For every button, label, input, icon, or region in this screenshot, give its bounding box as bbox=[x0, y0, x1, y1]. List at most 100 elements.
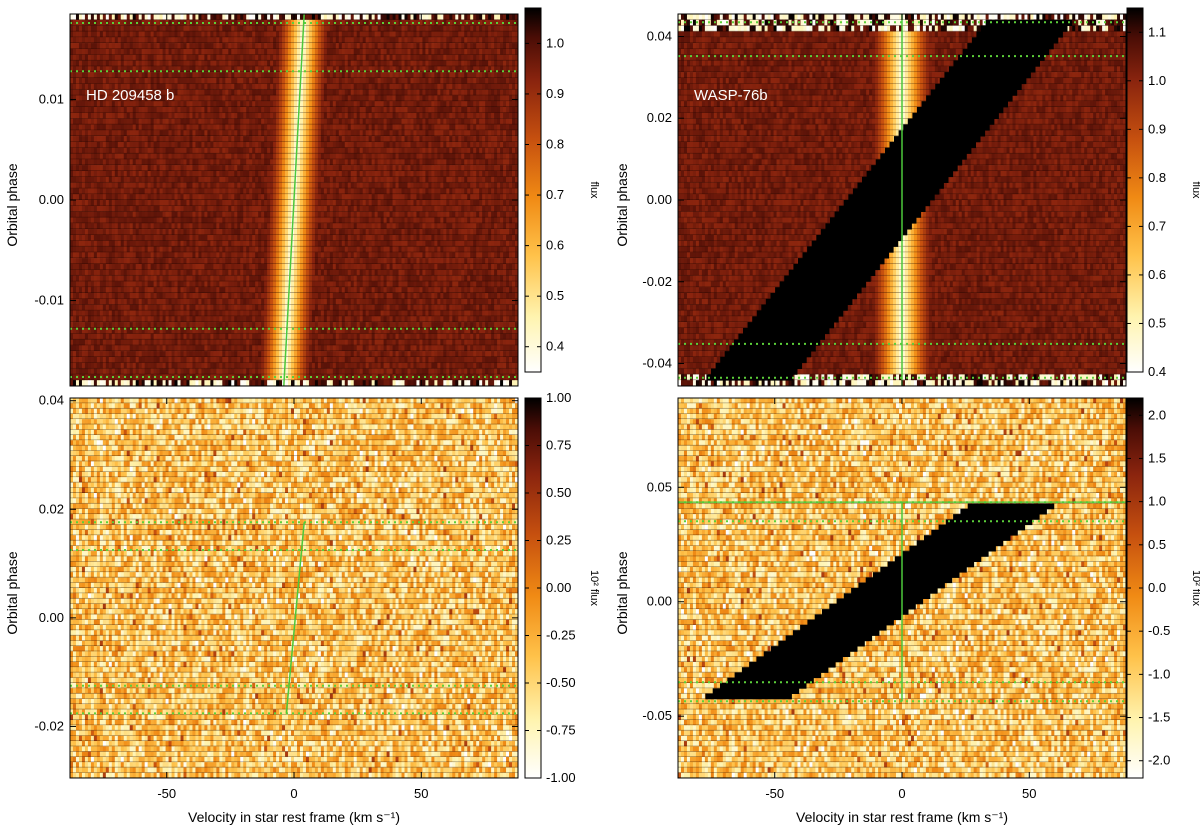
heatmap bbox=[678, 14, 1126, 386]
planet-shadow bbox=[792, 630, 880, 636]
planet-shadow bbox=[743, 327, 830, 335]
panel-hd209458b-residuals: -0.02 0.00 0.02 0.04 -50 0 50 Orbital phase Velo… bbox=[4, 390, 600, 825]
panel-wasp76b-top: -0.04 -0.02 0.00 0.02 0.04 Orbital phase WASP-… bbox=[614, 7, 1200, 387]
planet-shadow bbox=[734, 672, 822, 679]
planet-shadow bbox=[829, 603, 916, 610]
colorbar-tick-label: 0.5 bbox=[1148, 315, 1166, 330]
y-tick-label: 0.00 bbox=[39, 610, 64, 625]
y-tick-label: -0.04 bbox=[642, 356, 672, 371]
planet-shadow bbox=[873, 572, 960, 578]
planet-shadow bbox=[985, 19, 1073, 26]
planet-shadow bbox=[921, 101, 1008, 108]
planet-shadow bbox=[811, 240, 899, 247]
planet-shadow bbox=[939, 77, 1027, 85]
planet-shadow bbox=[967, 43, 1054, 50]
colorbar-tick-label: 1.00 bbox=[546, 390, 571, 405]
colorbar-tick-label: 0.00 bbox=[546, 580, 571, 595]
planet-shadow bbox=[749, 661, 836, 668]
planet-shadow bbox=[865, 577, 953, 584]
planet-shadow bbox=[770, 293, 857, 300]
y-tick-label: 0.00 bbox=[647, 192, 672, 207]
planet-shadow bbox=[851, 588, 938, 594]
planet-shadow bbox=[733, 339, 821, 346]
y-tick-label: -0.02 bbox=[34, 718, 64, 733]
stellar-line-track bbox=[283, 14, 305, 386]
planet-shadow bbox=[807, 246, 894, 253]
colorbar bbox=[1126, 7, 1144, 373]
planet-shadow bbox=[720, 683, 807, 689]
planet-shadow bbox=[793, 263, 880, 271]
y-axis-label: Orbital phase bbox=[4, 551, 20, 634]
planet-track bbox=[285, 522, 305, 714]
y-tick-label: -0.01 bbox=[34, 293, 64, 308]
planet-shadow bbox=[784, 275, 871, 282]
planet-shadow bbox=[953, 514, 1040, 520]
planet-shadow bbox=[715, 362, 803, 369]
planet-shadow bbox=[788, 269, 876, 276]
planet-shadow bbox=[884, 147, 972, 154]
y-tick-label: 0.05 bbox=[647, 479, 672, 494]
colorbar-tick-label: 0.7 bbox=[1148, 218, 1166, 233]
planet-shadow bbox=[945, 519, 1033, 526]
x-axis-label: Velocity in star rest frame (km s⁻¹) bbox=[188, 809, 400, 825]
x-tick-label: 0 bbox=[290, 786, 297, 801]
colorbar-tick-label: 0.6 bbox=[1148, 267, 1166, 282]
planet-shadow bbox=[756, 310, 844, 317]
colorbar-tick-label: 0.7 bbox=[546, 187, 564, 202]
colorbar-tick-label: 0.5 bbox=[546, 288, 564, 303]
planet-shadow bbox=[981, 25, 1068, 32]
planet-shadow bbox=[778, 640, 865, 647]
colorbar-tick-label: 0.0 bbox=[1148, 580, 1166, 595]
planet-shadow bbox=[938, 524, 1026, 531]
colorbar-tick-label: -1.0 bbox=[1148, 666, 1170, 681]
planet-shadow bbox=[880, 153, 967, 160]
panel-wasp76b-residuals: -0.05 0.00 0.05 -50 0 50 Orbital phase Velocity… bbox=[614, 397, 1200, 825]
colorbar-tick-label: -2.0 bbox=[1148, 753, 1170, 768]
planet-shadow bbox=[785, 635, 873, 642]
y-axis-label: Orbital phase bbox=[614, 551, 630, 634]
planet-shadow bbox=[779, 281, 867, 288]
planet-shadow bbox=[880, 566, 967, 573]
planet-shadow bbox=[916, 540, 1004, 547]
planet-shadow bbox=[747, 322, 835, 329]
planet-shadow bbox=[848, 194, 935, 201]
planet-shadow bbox=[862, 176, 949, 183]
y-tick-label: 0.00 bbox=[39, 192, 64, 207]
colorbar-label: 10² flux bbox=[1190, 570, 1200, 607]
y-axis-label: Orbital phase bbox=[4, 163, 20, 246]
colorbar-label: flux bbox=[588, 181, 600, 199]
planet-shadow bbox=[894, 556, 982, 562]
planet-shadow bbox=[802, 252, 889, 259]
planet-shadow bbox=[771, 646, 858, 652]
planet-shadow bbox=[909, 545, 996, 552]
planet-shadow bbox=[887, 561, 975, 568]
planet-shadow bbox=[727, 677, 814, 684]
colorbar-tick-label: -1.00 bbox=[546, 770, 576, 785]
planet-shadow bbox=[729, 345, 816, 352]
planet-shadow bbox=[712, 688, 800, 694]
planet-shadow bbox=[857, 182, 944, 189]
colorbar-label: flux bbox=[1190, 181, 1200, 199]
planet-shadow bbox=[765, 298, 853, 305]
planet-shadow bbox=[903, 124, 990, 131]
colorbar-tick-label: 1.0 bbox=[546, 35, 564, 50]
colorbar-tick-label: -0.50 bbox=[546, 675, 576, 690]
planet-shadow bbox=[800, 624, 887, 631]
colorbar-tick-label: -0.25 bbox=[546, 628, 576, 643]
planet-shadow bbox=[825, 223, 912, 230]
planet-shadow bbox=[798, 258, 885, 265]
panel-hd209458b-top: -0.01 0.00 0.01 Orbital phase HD 209458 b 0.4… bbox=[4, 7, 600, 387]
colorbar-tick-label: 0.9 bbox=[546, 86, 564, 101]
colorbar-tick-label: 0.75 bbox=[546, 438, 571, 453]
planet-shadow bbox=[875, 159, 963, 166]
planet-shadow bbox=[724, 351, 812, 358]
planet-shadow bbox=[894, 136, 981, 143]
planet-shadow bbox=[711, 368, 798, 375]
x-tick-label: 0 bbox=[898, 786, 905, 801]
colorbar-tick-label: 0.5 bbox=[1148, 537, 1166, 552]
planet-shadow bbox=[971, 37, 1059, 44]
colorbar-label: 10² flux bbox=[588, 570, 600, 607]
colorbar-tick-label: -1.5 bbox=[1148, 710, 1170, 725]
planet-shadow bbox=[852, 188, 940, 195]
